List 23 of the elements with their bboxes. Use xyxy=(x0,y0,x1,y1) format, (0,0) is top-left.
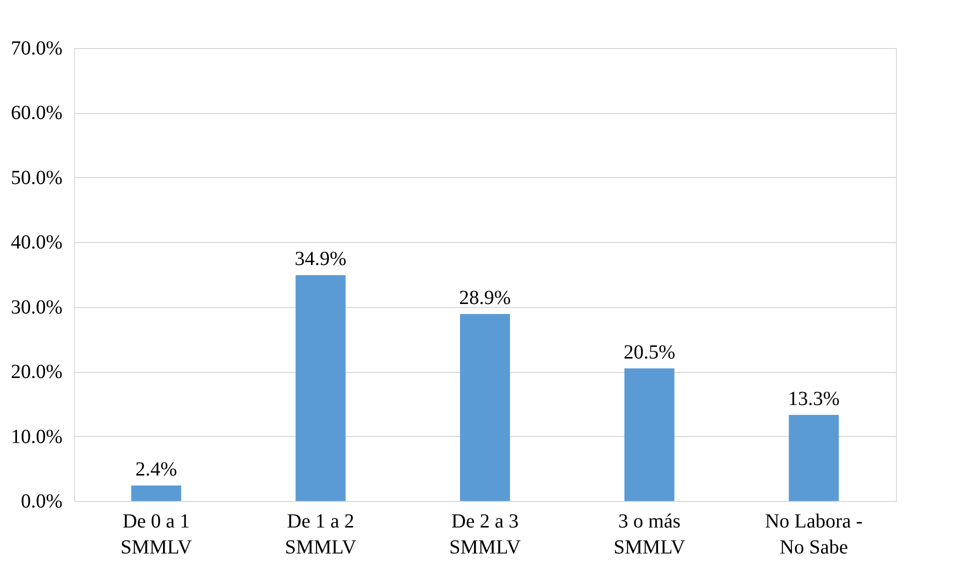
y-tick-label: 50.0% xyxy=(10,166,62,189)
data-label: 20.5% xyxy=(624,341,676,364)
bar xyxy=(460,314,510,501)
x-tick-label: 3 o más SMMLV xyxy=(614,510,686,558)
y-tick-label: 0.0% xyxy=(20,490,62,512)
y-tick-label: 20.0% xyxy=(10,361,62,384)
data-label: 2.4% xyxy=(135,458,178,480)
bar xyxy=(296,275,346,501)
y-tick-label: 30.0% xyxy=(10,296,62,318)
x-tick-label: De 1 a 2 SMMLV xyxy=(284,510,357,558)
y-tick-label: 60.0% xyxy=(10,102,62,124)
x-tick-label: De 2 a 3 SMMLV xyxy=(449,510,522,558)
bar xyxy=(624,368,674,501)
bar xyxy=(788,414,839,501)
y-tick-label: 10.0% xyxy=(10,426,62,448)
y-tick-label: 70.0% xyxy=(10,38,62,60)
y-tick-label: 40.0% xyxy=(10,232,62,254)
x-tick-label: De 0 a 1 SMMLV xyxy=(120,510,193,558)
x-tick-label: No Labora - No Sabe xyxy=(764,510,863,558)
data-label: 28.9% xyxy=(459,286,511,309)
data-label: 34.9% xyxy=(294,248,346,270)
data-label: 13.3% xyxy=(788,388,840,410)
bar xyxy=(131,485,182,501)
